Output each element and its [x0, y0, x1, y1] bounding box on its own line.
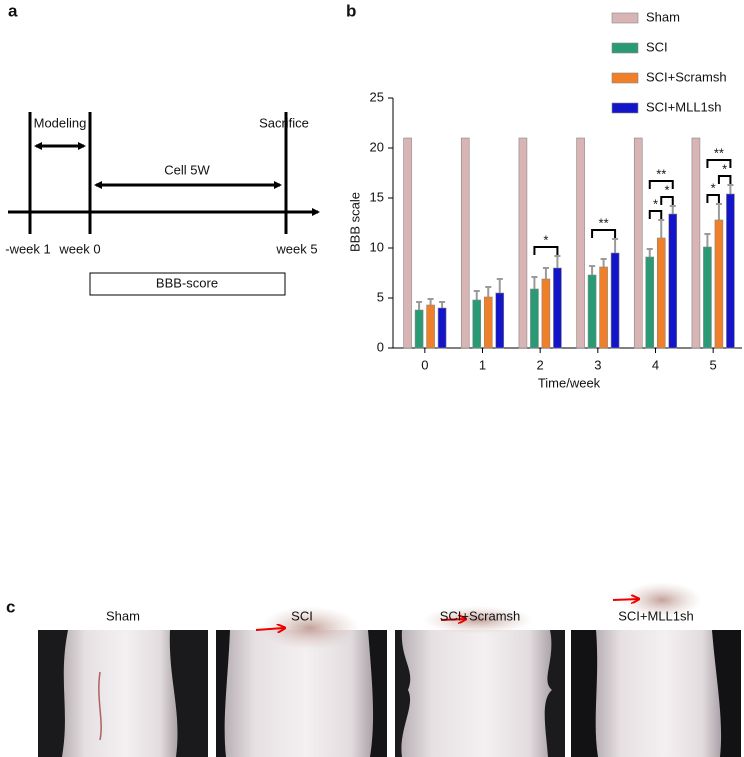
photo-panel: Sham SCI SCI+Scramsh SCI+MLL1sh: [38, 582, 741, 757]
tissue: [224, 630, 374, 757]
y-tick-label: 15: [370, 189, 384, 204]
bar: [403, 137, 412, 349]
significance-bracket: [706, 159, 732, 168]
lesion-arrow: [612, 599, 638, 600]
significance-label: *: [664, 182, 669, 197]
bar: [495, 292, 505, 349]
significance-label: **: [714, 145, 724, 160]
bar: [587, 274, 597, 349]
x-tick-label: 5: [710, 357, 717, 372]
bar: [656, 237, 666, 349]
y-tick-label: 25: [370, 89, 384, 104]
timeline-label: Modeling: [34, 115, 87, 130]
panel-label: c: [6, 597, 15, 616]
bar: [645, 256, 655, 349]
significance-bracket: [591, 229, 617, 238]
significance-bracket: [717, 175, 732, 184]
timeline-tick: week 5: [275, 241, 317, 256]
panel-label: a: [8, 1, 18, 20]
timeline-label: Cell 5W: [164, 162, 210, 177]
timeline-tick: week 0: [58, 241, 100, 256]
panel-label: b: [346, 1, 356, 20]
bar: [414, 309, 424, 349]
timeline: Modeling Sacrifice Cell 5W -week 1 week …: [5, 112, 320, 296]
significance-bracket: [533, 246, 559, 255]
photo-title: SCI+Scramsh: [440, 608, 521, 623]
photo-title: Sham: [106, 608, 140, 623]
significance-bracket: [660, 196, 674, 205]
tissue: [401, 630, 552, 757]
bar: [668, 213, 678, 349]
bar: [726, 193, 735, 349]
lesion: [622, 582, 702, 618]
bar: [530, 288, 539, 349]
x-tick-label: 3: [594, 357, 601, 372]
x-tick-label: 0: [421, 357, 428, 372]
y-axis-label: BBB scale: [347, 192, 362, 252]
significance-label: **: [599, 215, 609, 230]
bar: [460, 137, 470, 349]
legend-swatch: [611, 42, 639, 54]
timeline-tick: -week 1: [5, 241, 51, 256]
bar: [576, 137, 585, 349]
legend-label: SCI+Scramsh: [646, 69, 727, 84]
timeline-label: Sacrifice: [259, 115, 309, 130]
x-axis-label: Time/week: [538, 375, 601, 390]
y-tick-label: 0: [377, 339, 384, 354]
y-tick-label: 5: [377, 289, 384, 304]
bar: [553, 267, 562, 349]
score-box: [89, 272, 286, 296]
bar: [437, 307, 447, 349]
y-tick-label: 10: [370, 239, 384, 254]
significance-label: *: [543, 232, 548, 247]
legend-label: Sham: [646, 9, 680, 24]
tissue: [595, 630, 722, 757]
lesion-arrow: [440, 619, 465, 620]
x-tick-label: 2: [537, 357, 544, 372]
bar: [426, 304, 435, 349]
tissue: [62, 630, 178, 757]
bar: [541, 278, 551, 349]
legend-label: SCI+MLL1sh: [646, 99, 722, 114]
lesion-arrow: [255, 628, 284, 630]
bar: [691, 137, 701, 349]
photo-title: SCI+MLL1sh: [618, 608, 694, 623]
photo-title: SCI: [291, 608, 313, 623]
bar: [703, 246, 712, 349]
legend-swatch: [611, 102, 639, 114]
legend-swatch: [611, 12, 639, 24]
x-tick-label: 1: [479, 357, 486, 372]
bar: [599, 266, 608, 349]
lesion: [260, 606, 360, 650]
significance-bracket: [648, 210, 663, 219]
significance-label: *: [722, 161, 727, 176]
significance-label: *: [711, 180, 716, 195]
legend-swatch: [611, 72, 639, 84]
significance-bracket: [648, 180, 674, 189]
tissue-detail: [98, 671, 102, 741]
bar: [610, 252, 620, 349]
score-box-label: BBB-score: [156, 275, 218, 290]
significance-label: **: [656, 166, 666, 181]
legend-label: SCI: [646, 39, 668, 54]
bar: [714, 219, 724, 349]
bar: [472, 299, 482, 349]
bar: [633, 137, 643, 349]
bar: [483, 296, 493, 349]
significance-bracket: [706, 194, 720, 203]
y-tick-label: 20: [370, 139, 384, 154]
bar: [518, 137, 528, 349]
x-tick-label: 4: [652, 357, 659, 372]
lesion: [423, 606, 533, 634]
significance-label: *: [653, 196, 658, 211]
